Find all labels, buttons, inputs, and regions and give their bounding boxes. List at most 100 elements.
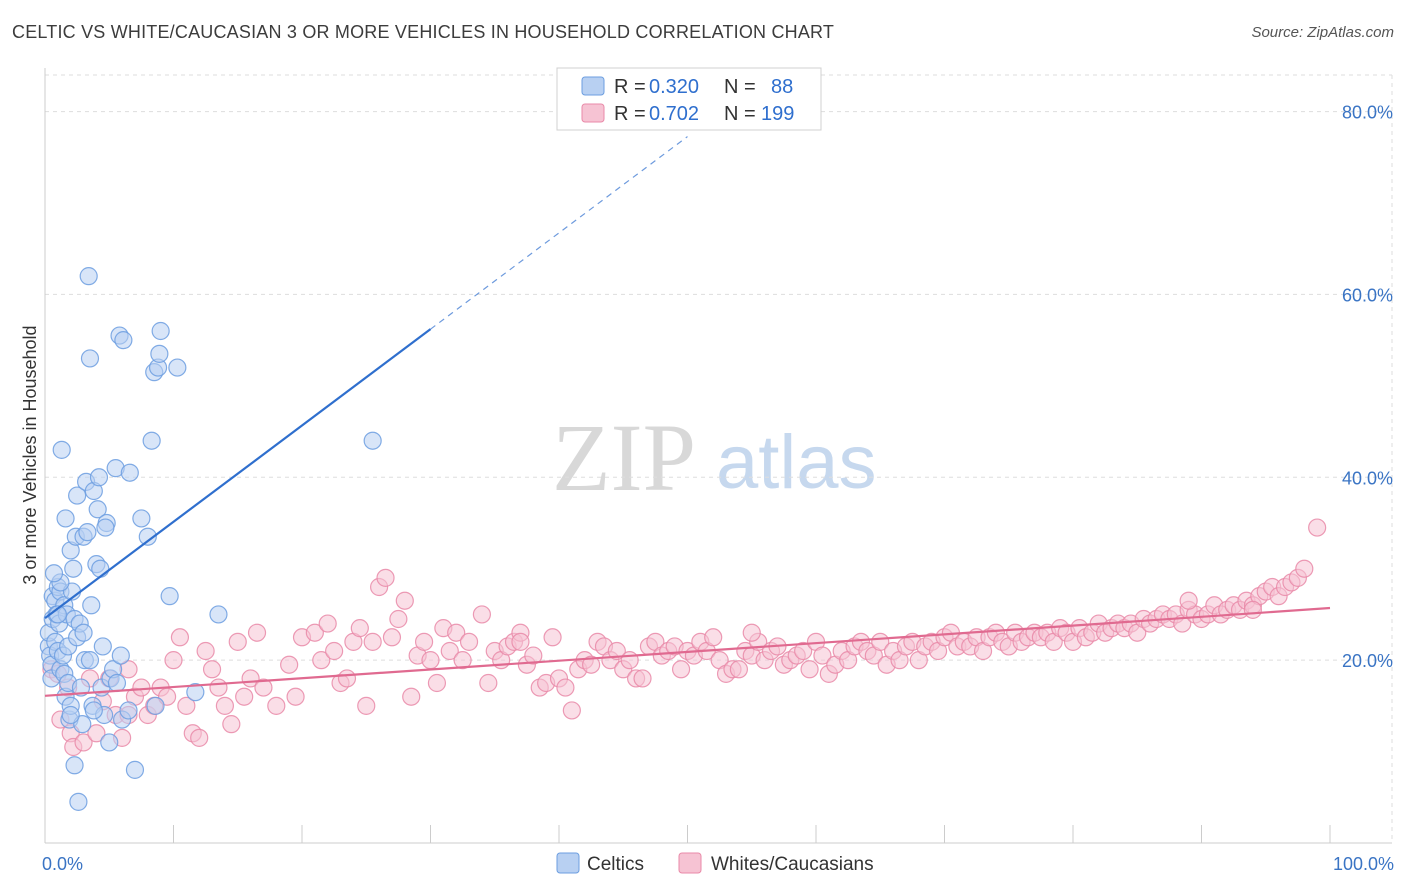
white-point — [704, 628, 723, 647]
celtic-point — [74, 623, 93, 642]
celtic-point — [150, 344, 169, 363]
legend-r-value: 0.702 — [649, 103, 699, 125]
bottom-legend-white: Whites/Caucasians — [711, 854, 874, 875]
celtic-point — [79, 267, 98, 286]
white-point — [202, 660, 222, 679]
white-trend-line — [44, 606, 1331, 697]
celtic-point — [120, 463, 139, 482]
white-point — [1295, 559, 1314, 578]
white-point — [794, 641, 813, 661]
white-point — [222, 715, 241, 734]
white-point — [1179, 591, 1198, 610]
white-point — [395, 591, 414, 610]
celtic-trend-line — [44, 328, 432, 619]
white-point — [543, 628, 562, 647]
celtic-point — [69, 792, 88, 811]
white-point — [286, 687, 305, 706]
bottom-legend-celtic: Celtics — [587, 854, 644, 875]
white-point — [562, 701, 581, 720]
celtic-series — [39, 267, 382, 811]
celtic-point — [91, 559, 110, 578]
white-point — [325, 641, 344, 661]
white-point — [74, 733, 93, 752]
white-point — [305, 623, 324, 642]
source-label: Source: ZipAtlas.com — [1251, 24, 1394, 41]
white-point — [607, 641, 626, 661]
white-point — [228, 632, 247, 651]
celtic-point — [186, 683, 205, 702]
white-point — [427, 673, 447, 693]
tick-labels: 20.0% 40.0% 60.0% 80.0% 0.0% 100.0% — [42, 103, 1394, 874]
legend-swatch-celtic — [581, 76, 605, 96]
celtic-point — [138, 527, 157, 546]
legend-n-label: N = — [724, 103, 756, 125]
white-point — [350, 619, 369, 638]
white-point — [556, 678, 575, 697]
celtic-point — [61, 705, 80, 725]
celtic-point — [78, 523, 97, 542]
white-point — [414, 632, 434, 651]
celtic-point — [68, 486, 87, 505]
celtic-point — [142, 431, 161, 450]
celtic-point — [107, 673, 127, 693]
celtic-point — [125, 760, 145, 779]
celtic-point — [114, 331, 133, 350]
y-tick-label: 20.0% — [1342, 651, 1393, 671]
white-point — [671, 660, 691, 679]
chart-title: CELTIC VS WHITE/CAUCASIAN 3 OR MORE VEHI… — [12, 22, 835, 42]
celtic-point — [65, 756, 84, 775]
axes — [44, 68, 1392, 844]
x-tick-label: 0.0% — [42, 854, 83, 874]
white-point — [459, 632, 479, 651]
white-point — [247, 623, 267, 642]
celtic-point — [132, 509, 151, 528]
celtic-point — [209, 605, 228, 624]
white-point — [524, 646, 543, 665]
celtic-point — [168, 358, 187, 377]
white-point — [318, 614, 337, 633]
legend: R = 0.320 N = 88 R = 0.702 N = 199 — [556, 67, 822, 131]
celtic-point — [80, 651, 100, 670]
white-point — [170, 628, 190, 647]
white-point — [729, 660, 749, 679]
legend-n-value: 88 — [771, 76, 793, 98]
bottom-legend-swatch-celtic — [556, 852, 580, 874]
celtic-point — [84, 701, 103, 720]
white-point — [337, 669, 357, 688]
celtic-point — [56, 509, 75, 528]
white-point — [582, 655, 601, 674]
celtic-point — [93, 637, 112, 656]
white-point — [267, 696, 286, 715]
white-point — [472, 605, 491, 624]
white-point — [447, 623, 466, 642]
y-axis-label: 3 or more Vehicles in Household — [20, 325, 40, 584]
white-point — [363, 632, 382, 651]
white-point — [215, 696, 234, 715]
celtic-point — [64, 559, 83, 578]
celtic-point — [160, 587, 179, 606]
white-point — [421, 651, 440, 670]
white-point — [633, 669, 652, 688]
celtic-point — [146, 696, 165, 715]
white-point — [280, 655, 299, 674]
white-point — [813, 646, 832, 665]
white-point — [209, 678, 228, 697]
legend-swatch-white — [581, 103, 605, 123]
celtic-point — [119, 701, 138, 720]
white-point — [511, 632, 530, 651]
white-point — [440, 641, 459, 661]
white-point — [402, 687, 421, 706]
white-point — [382, 628, 402, 647]
white-point — [1308, 518, 1327, 537]
white-point — [132, 678, 151, 697]
trend-lines — [44, 136, 1331, 697]
celtic-point — [88, 500, 107, 519]
celtic-point — [96, 518, 115, 537]
celtic-point — [80, 349, 100, 368]
white-point — [254, 678, 273, 697]
celtic-point — [82, 596, 101, 615]
celtic-point — [52, 440, 71, 459]
white-point — [164, 651, 183, 670]
white-point — [800, 660, 819, 679]
y-tick-label: 40.0% — [1342, 468, 1393, 488]
